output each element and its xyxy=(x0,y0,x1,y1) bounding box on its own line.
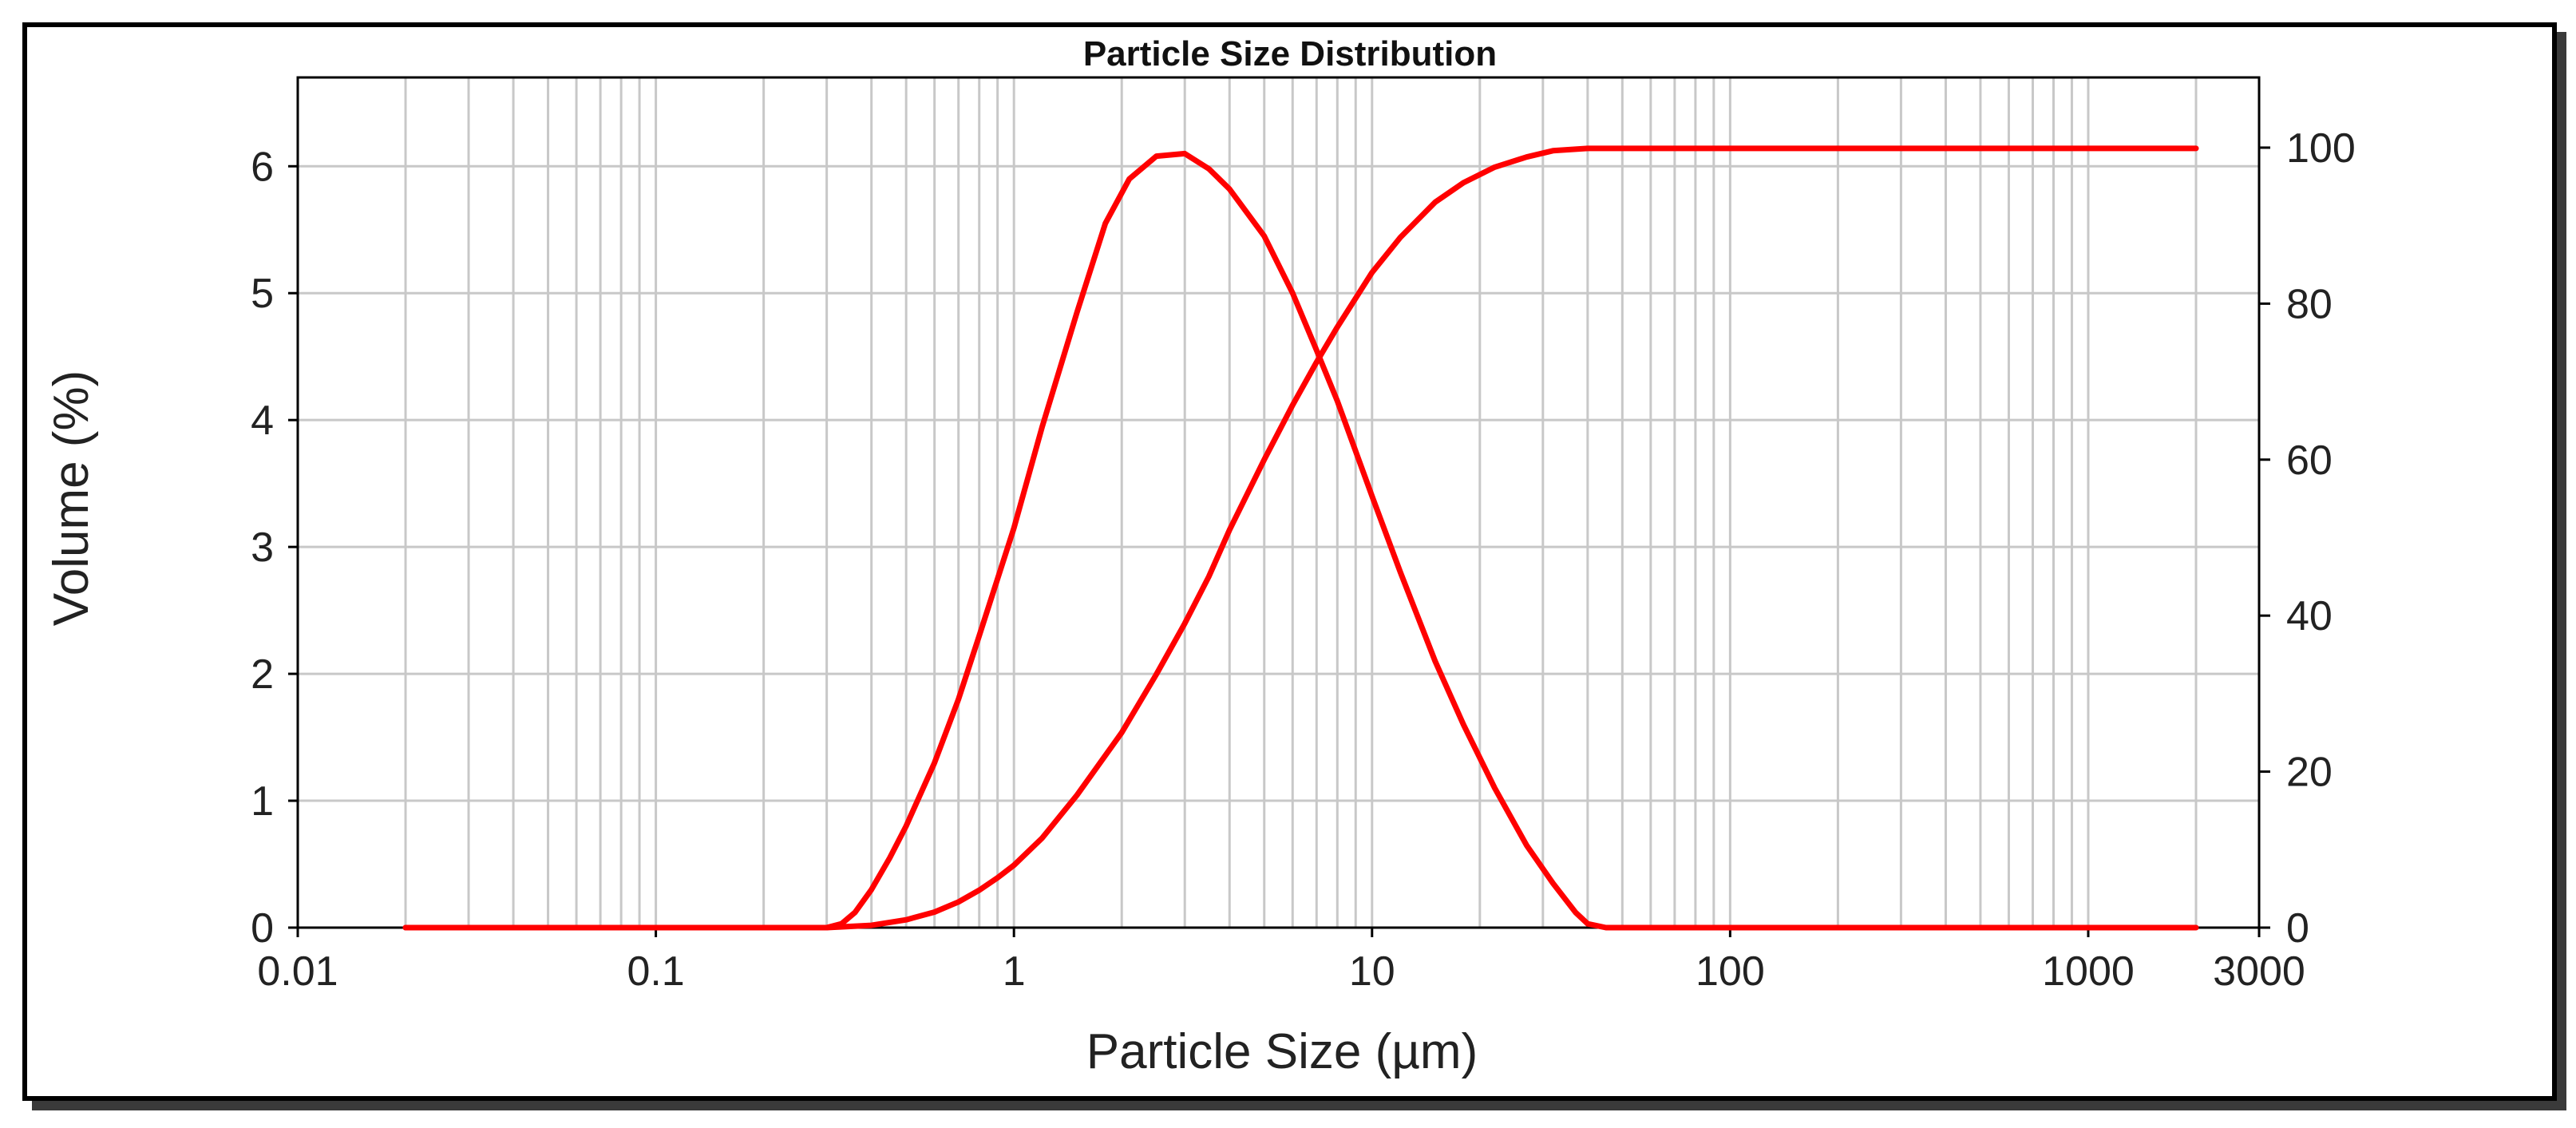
y2-tick-label: 40 xyxy=(2286,593,2333,639)
y-tick-label: 4 xyxy=(251,398,274,444)
cumulative-volume-line xyxy=(402,145,2199,931)
series-lines xyxy=(402,145,2199,931)
x-axis-label: Particle Size (µm) xyxy=(1086,1024,1478,1079)
y-tick-label: 1 xyxy=(251,778,274,825)
y2-tick-label: 20 xyxy=(2286,750,2333,796)
y-tick-label: 6 xyxy=(251,144,274,190)
chart-title: Particle Size Distribution xyxy=(1083,34,1497,73)
plot-area-border xyxy=(296,76,2261,929)
y-tick-label: 2 xyxy=(251,651,274,698)
y-tick-label: 0 xyxy=(251,905,274,952)
x-tick-label: 1 xyxy=(1003,948,1026,995)
y-axis-label: Volume (%) xyxy=(44,370,99,626)
x-tick-label: 0.1 xyxy=(627,948,684,995)
y-tick-label: 3 xyxy=(251,524,274,571)
volume-distribution-line xyxy=(402,150,2199,931)
x-tick-label: 100 xyxy=(1696,948,1765,995)
y2-tick-label: 0 xyxy=(2286,905,2309,952)
chart-frame xyxy=(22,22,2557,1101)
y2-tick-label: 100 xyxy=(2286,125,2356,172)
x-tick-label: 10 xyxy=(1349,948,1395,995)
y2-tick-label: 60 xyxy=(2286,437,2333,484)
y2-tick-label: 80 xyxy=(2286,281,2333,327)
y-tick-label: 5 xyxy=(251,271,274,317)
x-tick-label: 1000 xyxy=(2042,948,2135,995)
x-tick-label: 3000 xyxy=(2213,948,2305,995)
grid-lines xyxy=(296,77,2261,929)
x-tick-label: 0.01 xyxy=(257,948,338,995)
